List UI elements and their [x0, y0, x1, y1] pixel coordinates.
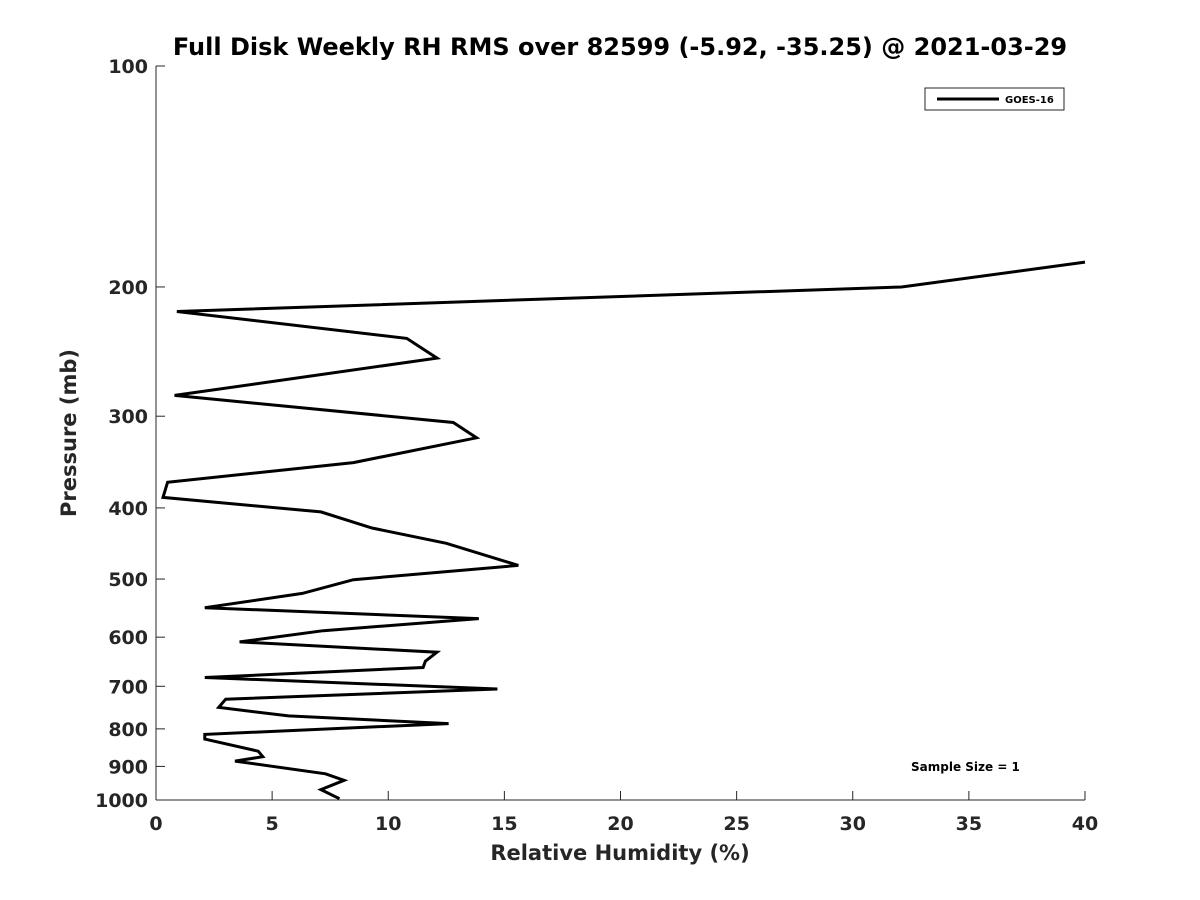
y-axis-ticks: 100 200 300 400 500 600 700 800 900 1000	[95, 56, 165, 812]
series-layer	[161, 260, 1086, 801]
x-tick-label: 25	[723, 813, 749, 835]
x-tick-label: 5	[266, 813, 279, 835]
y-tick-label: 200	[108, 277, 148, 299]
series-line-goes-16	[161, 260, 1086, 801]
legend: GOES-16	[924, 87, 1065, 111]
y-tick-label: 600	[108, 627, 148, 649]
sample-size-annotation: Sample Size = 1	[911, 760, 1020, 774]
y-tick-label: 400	[108, 498, 148, 520]
x-axis-label: Relative Humidity (%)	[490, 841, 749, 865]
y-tick-label: 1000	[95, 790, 148, 812]
legend-entry-goes-16: GOES-16	[1005, 95, 1054, 106]
y-tick-label: 300	[108, 406, 148, 428]
x-tick-label: 10	[375, 813, 401, 835]
y-tick-label: 700	[108, 676, 148, 698]
y-tick-label: 900	[108, 756, 148, 778]
x-axis-ticks: 0 5 10 15 20 25 30 35 40	[149, 791, 1098, 835]
x-tick-label: 0	[149, 813, 162, 835]
chart-title: Full Disk Weekly RH RMS over 82599 (-5.9…	[173, 33, 1067, 61]
y-tick-label: 100	[108, 56, 148, 78]
x-tick-label: 40	[1072, 813, 1098, 835]
x-tick-label: 20	[607, 813, 633, 835]
x-tick-label: 30	[840, 813, 866, 835]
x-tick-label: 35	[956, 813, 982, 835]
y-tick-label: 800	[108, 719, 148, 741]
y-tick-label: 500	[108, 569, 148, 591]
y-axis-label: Pressure (mb)	[57, 349, 81, 517]
x-tick-label: 15	[491, 813, 517, 835]
